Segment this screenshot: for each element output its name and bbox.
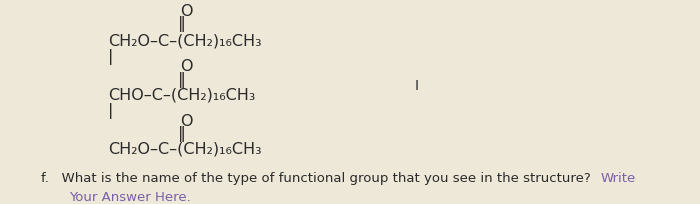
Text: I: I <box>414 79 419 93</box>
Text: ‖: ‖ <box>178 72 186 88</box>
Text: f.   What is the name of the type of functional group that you see in the struct: f. What is the name of the type of funct… <box>41 172 594 185</box>
Text: |: | <box>108 49 114 65</box>
Text: CH₂O–C–(CH₂)₁₆CH₃: CH₂O–C–(CH₂)₁₆CH₃ <box>108 33 262 48</box>
Text: O: O <box>181 114 193 129</box>
Text: ‖: ‖ <box>178 17 186 32</box>
Text: CH₂O–C–(CH₂)₁₆CH₃: CH₂O–C–(CH₂)₁₆CH₃ <box>108 141 262 156</box>
Text: |: | <box>108 103 114 119</box>
Text: O: O <box>181 4 193 19</box>
Text: Write: Write <box>601 172 636 185</box>
Text: CHO–C–(CH₂)₁₆CH₃: CHO–C–(CH₂)₁₆CH₃ <box>108 87 256 102</box>
Text: O: O <box>181 59 193 74</box>
Text: Your Answer Here.: Your Answer Here. <box>69 191 190 204</box>
Text: ‖: ‖ <box>178 126 186 142</box>
